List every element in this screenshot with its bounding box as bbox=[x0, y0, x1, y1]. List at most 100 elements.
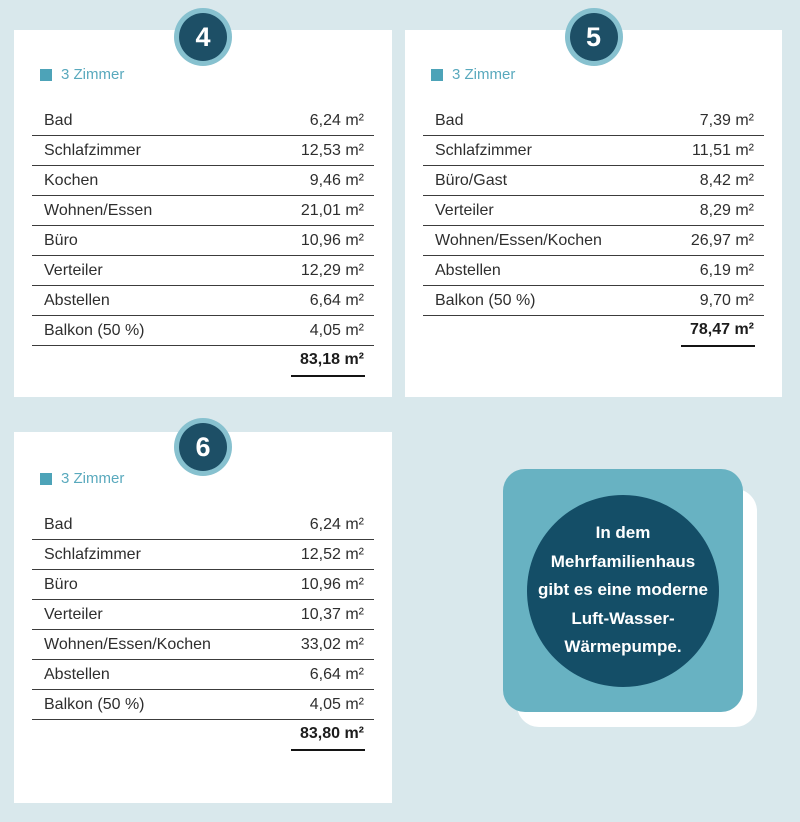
room-label: Bad bbox=[435, 111, 464, 129]
room-label: Abstellen bbox=[44, 291, 110, 309]
table-row: Büro 10,96 m² bbox=[32, 570, 374, 600]
callout-text-line: Wärmepumpe. bbox=[564, 637, 682, 657]
room-area: 26,97 m² bbox=[690, 231, 754, 249]
room-label: Abstellen bbox=[435, 261, 501, 279]
room-label: Kochen bbox=[44, 171, 99, 189]
room-label: Büro bbox=[44, 575, 78, 593]
room-label: Schlafzimmer bbox=[435, 141, 532, 159]
room-label: Wohnen/Essen/Kochen bbox=[44, 635, 211, 653]
room-label: Wohnen/Essen/Kochen bbox=[435, 231, 602, 249]
room-area: 21,01 m² bbox=[300, 201, 364, 219]
table-row: Balkon (50 %) 4,05 m² bbox=[32, 316, 374, 346]
room-area: 6,24 m² bbox=[309, 111, 364, 129]
room-area: 33,02 m² bbox=[300, 635, 364, 653]
unit-number: 6 bbox=[195, 431, 211, 462]
table-row: Verteiler 10,37 m² bbox=[32, 600, 374, 630]
heat-pump-callout: In dem Mehrfamilienhaus gibt es eine mod… bbox=[503, 469, 743, 712]
room-label: Schlafzimmer bbox=[44, 141, 141, 159]
unit-number-circle: 6 bbox=[179, 423, 227, 471]
table-row: Verteiler 8,29 m² bbox=[423, 196, 764, 226]
room-label: Verteiler bbox=[44, 605, 103, 623]
table-row: Balkon (50 %) 4,05 m² bbox=[32, 690, 374, 720]
room-label: Büro/Gast bbox=[435, 171, 508, 189]
total-area: 83,18 m² bbox=[290, 347, 365, 377]
room-label: Abstellen bbox=[44, 665, 110, 683]
callout-text-line: gibt es eine moderne bbox=[537, 580, 709, 600]
category-label: 3 Zimmer bbox=[431, 66, 782, 83]
unit-number: 5 bbox=[585, 21, 602, 52]
table-row: Schlafzimmer 12,53 m² bbox=[32, 136, 374, 166]
room-area: 10,96 m² bbox=[300, 575, 364, 593]
total-row: 78,47 m² bbox=[423, 316, 764, 348]
room-area-table: Bad 6,24 m² Schlafzimmer 12,53 m² Kochen… bbox=[32, 106, 374, 378]
callout-text-line: In dem bbox=[595, 523, 651, 543]
table-row: Wohnen/Essen 21,01 m² bbox=[32, 196, 374, 226]
room-area-table: Bad 7,39 m² Schlafzimmer 11,51 m² Büro/G… bbox=[423, 106, 764, 348]
table-row: Abstellen 6,64 m² bbox=[32, 286, 374, 316]
table-row: Verteiler 12,29 m² bbox=[32, 256, 374, 286]
table-row: Bad 7,39 m² bbox=[423, 106, 764, 136]
room-area: 8,42 m² bbox=[699, 171, 754, 189]
room-area: 6,19 m² bbox=[699, 261, 754, 279]
total-area: 78,47 m² bbox=[680, 317, 755, 347]
room-label: Schlafzimmer bbox=[44, 545, 141, 563]
callout-text-line: Luft-Wasser- bbox=[571, 608, 675, 628]
apartment-card-6: 6 3 Zimmer Bad 6,24 m² Schlafzimmer 12,5… bbox=[14, 418, 392, 803]
total-area: 83,80 m² bbox=[290, 721, 365, 751]
unit-number-badge-6: 6 bbox=[174, 418, 232, 476]
room-area: 9,46 m² bbox=[309, 171, 364, 189]
room-area: 12,52 m² bbox=[300, 545, 364, 563]
room-label: Wohnen/Essen bbox=[44, 201, 153, 219]
callout-text-line: Mehrfamilienhaus bbox=[550, 551, 696, 571]
unit-number-badge-5: 5 bbox=[564, 8, 623, 66]
room-area: 4,05 m² bbox=[309, 695, 364, 713]
total-row: 83,80 m² bbox=[32, 720, 374, 752]
room-label: Verteiler bbox=[435, 201, 494, 219]
category-square-icon bbox=[40, 68, 52, 81]
table-row: Bad 6,24 m² bbox=[32, 106, 374, 136]
category-text: 3 Zimmer bbox=[452, 66, 516, 83]
unit-number-circle: 5 bbox=[569, 13, 618, 61]
table-row: Abstellen 6,19 m² bbox=[423, 256, 764, 286]
category-square-icon bbox=[431, 68, 443, 81]
room-label: Balkon (50 %) bbox=[44, 321, 145, 339]
category-square-icon bbox=[40, 472, 52, 485]
table-row: Abstellen 6,64 m² bbox=[32, 660, 374, 690]
room-label: Büro bbox=[44, 231, 78, 249]
room-area: 12,53 m² bbox=[300, 141, 364, 159]
room-area: 6,24 m² bbox=[309, 515, 364, 533]
room-label: Bad bbox=[44, 111, 73, 129]
room-area: 8,29 m² bbox=[699, 201, 754, 219]
unit-number-badge-4: 4 bbox=[174, 8, 232, 66]
category-label: 3 Zimmer bbox=[40, 66, 392, 83]
room-label: Balkon (50 %) bbox=[44, 695, 145, 713]
table-row: Schlafzimmer 11,51 m² bbox=[423, 136, 764, 166]
table-row: Büro/Gast 8,42 m² bbox=[423, 166, 764, 196]
room-area-table: Bad 6,24 m² Schlafzimmer 12,52 m² Büro 1… bbox=[32, 510, 374, 752]
room-label: Balkon (50 %) bbox=[435, 291, 536, 309]
total-row: 83,18 m² bbox=[32, 346, 374, 378]
room-area: 6,64 m² bbox=[309, 665, 364, 683]
room-label: Verteiler bbox=[44, 261, 103, 279]
room-area: 4,05 m² bbox=[309, 321, 364, 339]
apartment-card-5: 5 3 Zimmer Bad 7,39 m² Schlafzimmer 11,5… bbox=[405, 8, 782, 397]
category-text: 3 Zimmer bbox=[61, 66, 125, 83]
table-row: Balkon (50 %) 9,70 m² bbox=[423, 286, 764, 316]
table-row: Wohnen/Essen/Kochen 26,97 m² bbox=[423, 226, 764, 256]
unit-number: 4 bbox=[195, 21, 211, 52]
room-area: 12,29 m² bbox=[300, 261, 364, 279]
callout-circle: In dem Mehrfamilienhaus gibt es eine mod… bbox=[527, 494, 719, 687]
table-row: Büro 10,96 m² bbox=[32, 226, 374, 256]
room-area: 11,51 m² bbox=[692, 141, 754, 159]
table-row: Kochen 9,46 m² bbox=[32, 166, 374, 196]
category-label: 3 Zimmer bbox=[40, 470, 392, 487]
room-area: 9,70 m² bbox=[699, 291, 754, 309]
room-area: 10,96 m² bbox=[300, 231, 364, 249]
table-row: Wohnen/Essen/Kochen 33,02 m² bbox=[32, 630, 374, 660]
unit-number-circle: 4 bbox=[179, 13, 227, 61]
table-row: Bad 6,24 m² bbox=[32, 510, 374, 540]
room-label: Bad bbox=[44, 515, 73, 533]
apartment-card-4: 4 3 Zimmer Bad 6,24 m² Schlafzimmer 12,5… bbox=[14, 8, 392, 397]
category-text: 3 Zimmer bbox=[61, 470, 125, 487]
room-area: 7,39 m² bbox=[699, 111, 754, 129]
